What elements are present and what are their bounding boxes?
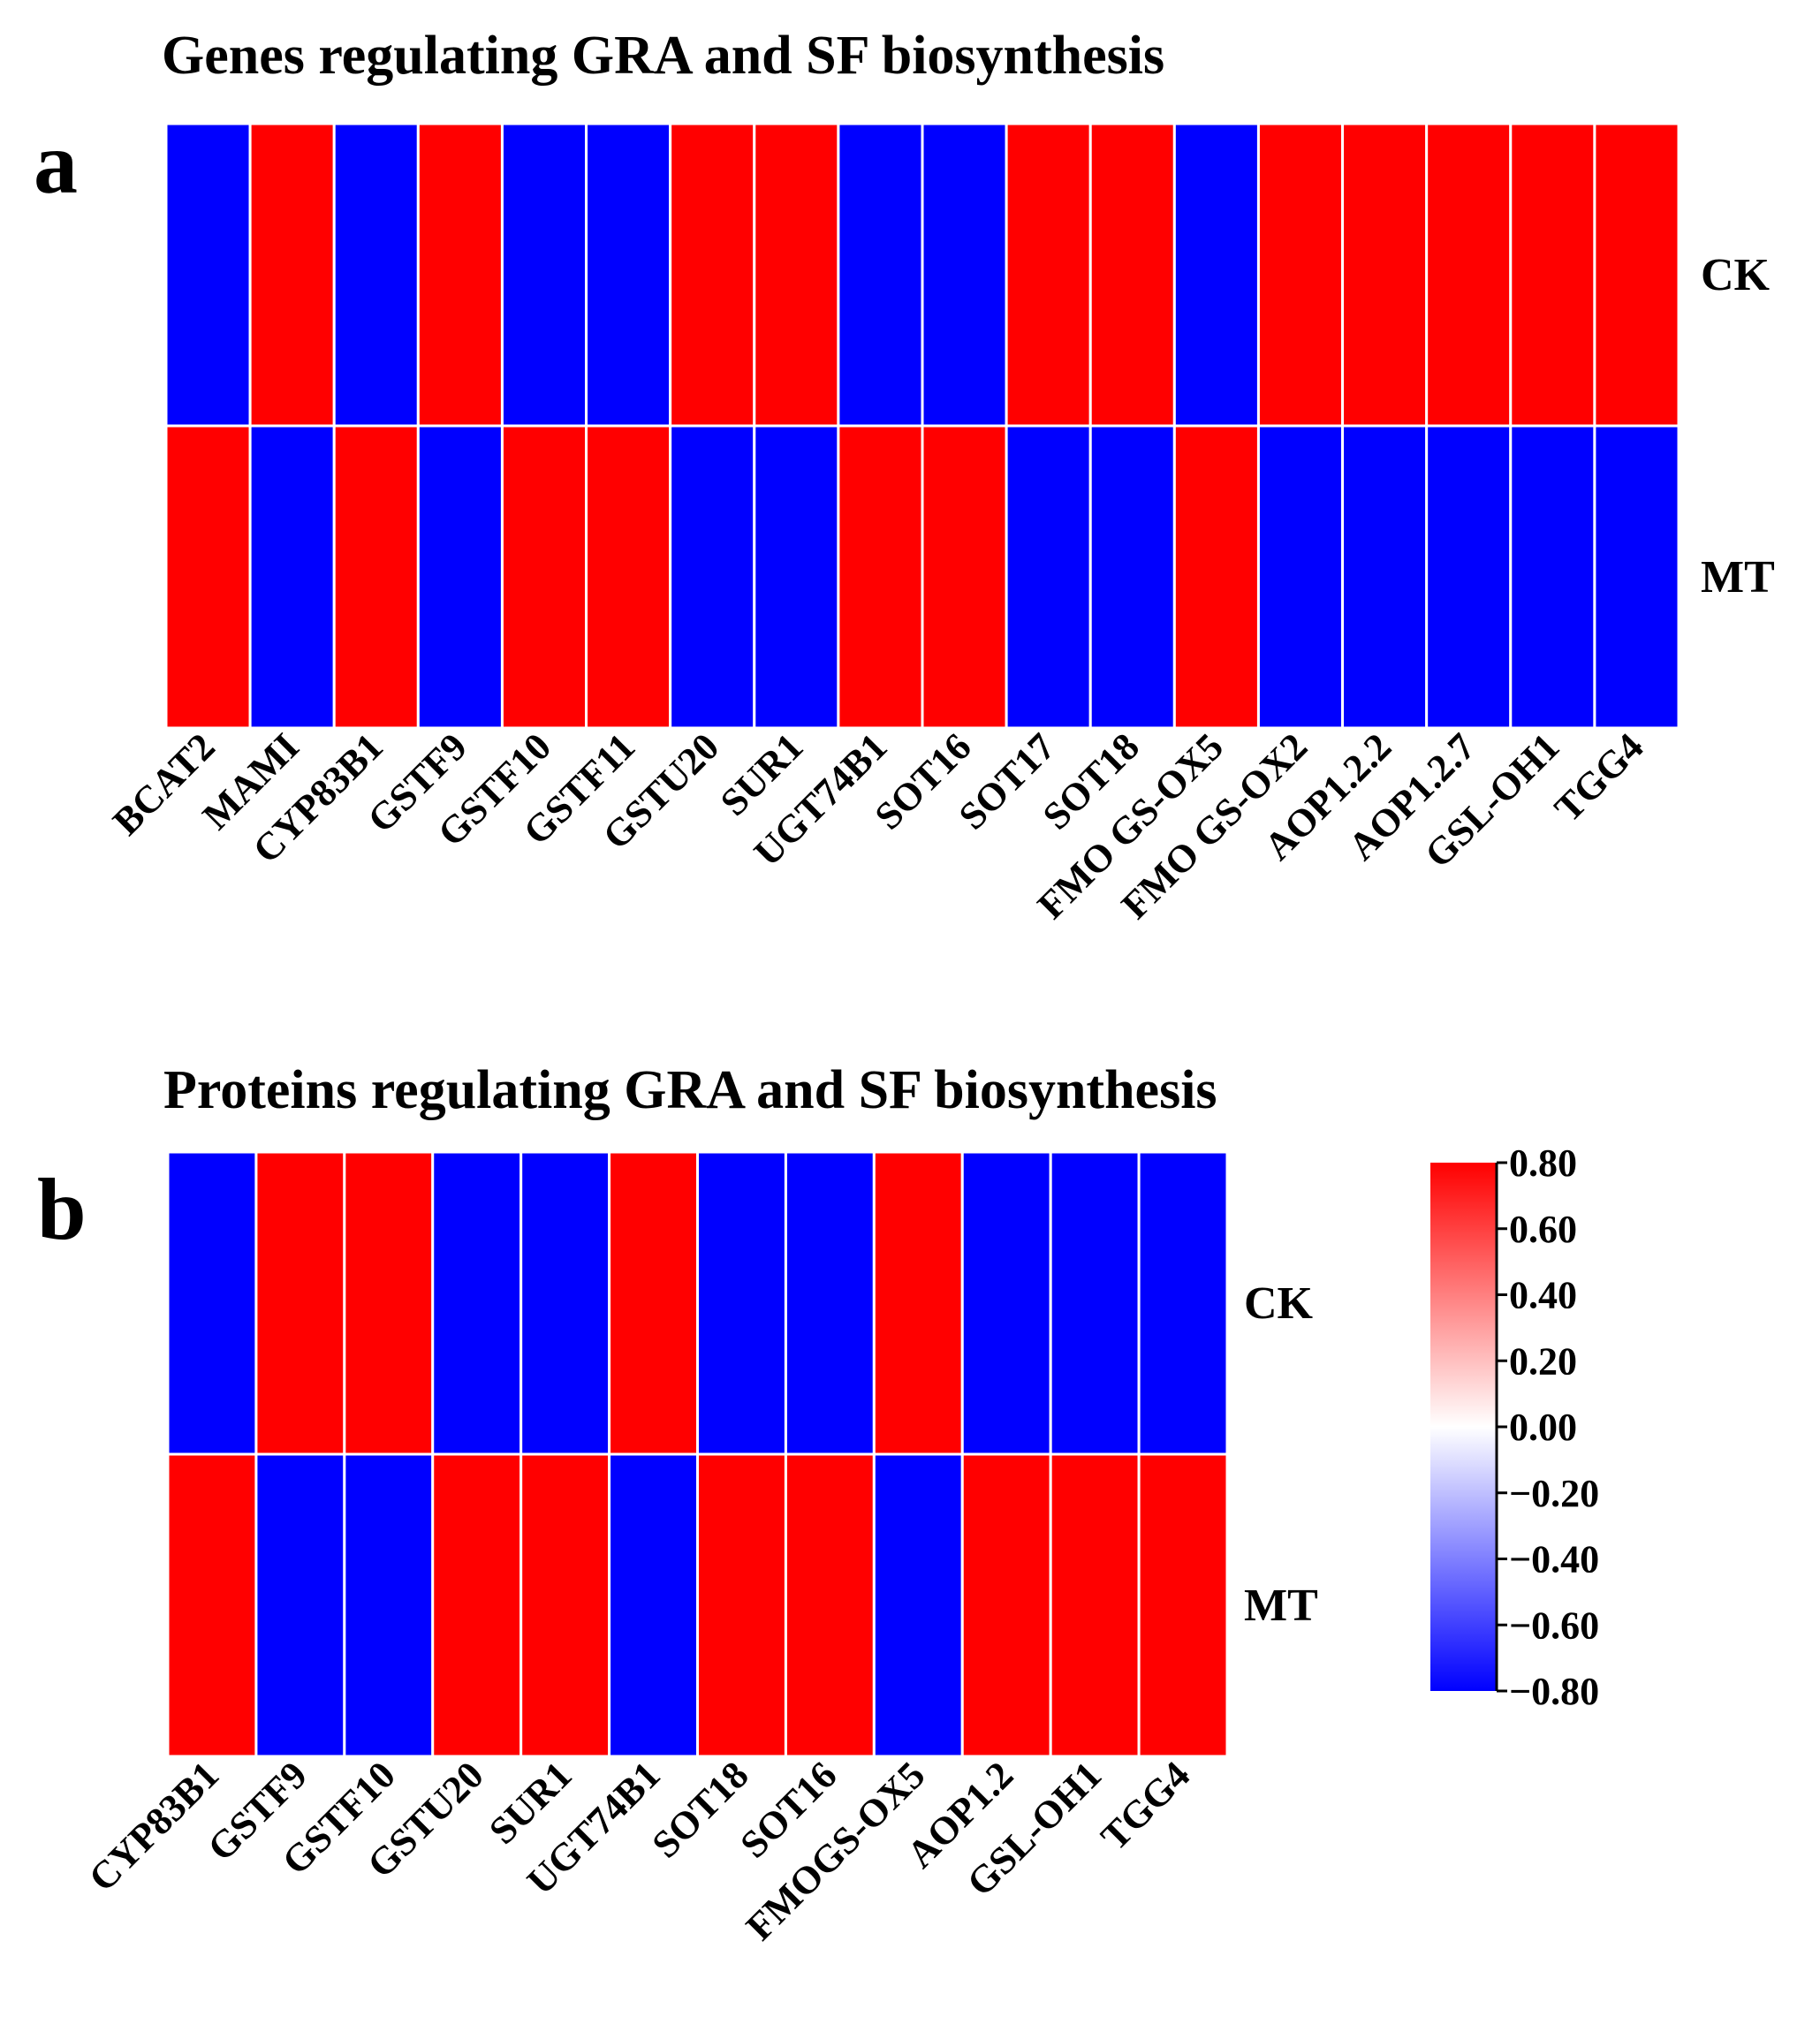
heatmap-cell [416, 424, 504, 730]
heatmap-cell [585, 122, 672, 428]
heatmap-cell [1425, 122, 1513, 428]
heatmap-cell [784, 1452, 876, 1758]
heatmap-cell [332, 122, 420, 428]
row-label: MT [1701, 552, 1775, 603]
colorbar-tick-label: −0.20 [1509, 1472, 1599, 1515]
heatmap-cell [1509, 424, 1596, 730]
panel-b-letter: b [37, 1160, 87, 1258]
panel-b-column-labels: CYP83B1GSTF9GSTF10GSTU20SUR1UGT74B1SOT18… [80, 1753, 1198, 1948]
heatmap-cell [960, 1150, 1052, 1456]
heatmap-cell [431, 1150, 523, 1456]
row-label: CK [1244, 1278, 1314, 1329]
colorbar-tick-label: 0.60 [1509, 1208, 1577, 1251]
panel-b-title: Proteins regulating GRA and SF biosynthe… [163, 1060, 1217, 1120]
heatmap-cell [1172, 424, 1260, 730]
heatmap-cell [164, 122, 252, 428]
heatmap-cell [921, 122, 1008, 428]
heatmap-cell [872, 1452, 964, 1758]
heatmap-cell [1425, 424, 1513, 730]
colorbar-tick-label: −0.40 [1509, 1538, 1599, 1581]
heatmap-cell [753, 424, 840, 730]
heatmap-cell [431, 1452, 523, 1758]
heatmap-cell [1005, 122, 1092, 428]
heatmap-cell [1005, 424, 1092, 730]
heatmap-cell [837, 424, 924, 730]
heatmap-cell [248, 122, 336, 428]
heatmap-cell [1088, 122, 1176, 428]
colorbar-tick-label: 0.80 [1509, 1141, 1577, 1185]
column-label: TGG4 [1546, 724, 1651, 830]
heatmap-cell [753, 122, 840, 428]
heatmap-cell [1341, 122, 1429, 428]
colorbar-tick-label: 0.20 [1509, 1339, 1577, 1383]
heatmap-cell [1137, 1150, 1229, 1456]
panel-b-row-labels: CK MT [1244, 1278, 1318, 1631]
colorbar-tick-label: −0.80 [1509, 1670, 1599, 1713]
heatmap-cell [500, 424, 588, 730]
heatmap-cell [1593, 424, 1680, 730]
heatmap-cell [1137, 1452, 1229, 1758]
heatmap-cell [1088, 424, 1176, 730]
heatmap-cell [166, 1452, 258, 1758]
heatmap-cell [1049, 1452, 1141, 1758]
panel-a-row-labels: CK MT [1701, 250, 1775, 603]
heatmap-cell [1593, 122, 1680, 428]
column-label: TGG4 [1093, 1753, 1198, 1858]
heatmap-cell [343, 1150, 435, 1456]
panel-a-letter: a [34, 114, 78, 212]
row-label: CK [1701, 250, 1771, 300]
heatmap-cell [696, 1150, 787, 1456]
panel-b-grid [166, 1150, 1229, 1758]
heatmap-cell [1172, 122, 1260, 428]
column-label: SOT16 [867, 724, 980, 838]
heatmap-cell [1256, 122, 1345, 428]
panel-a-title: Genes regulating GRA and SF biosynthesis [162, 26, 1164, 86]
heatmap-cell [921, 424, 1008, 730]
heatmap-cell [519, 1150, 611, 1456]
panel-a-heatmap: a Genes regulating GRA and SF biosynthes… [34, 26, 1775, 928]
heatmap-cell [1341, 424, 1429, 730]
heatmap-cell [837, 122, 924, 428]
panel-b-heatmap: b Proteins regulating GRA and SF biosynt… [37, 1060, 1318, 1949]
heatmap-cell [608, 1150, 700, 1456]
heatmap-cell [872, 1150, 964, 1456]
heatmap-cell [519, 1452, 611, 1758]
heatmap-cell [669, 122, 756, 428]
colorbar-ticks: 0.80 0.60 0.40 0.20 0.00 −0.20 −0.40 −0.60 −0.80 [1497, 1141, 1599, 1713]
column-label: CYP83B1 [80, 1753, 227, 1899]
panel-a-grid [164, 122, 1680, 730]
heatmap-cell [696, 1452, 787, 1758]
colorbar-tick-label: −0.60 [1509, 1604, 1599, 1647]
heatmap-cell [332, 424, 420, 730]
heatmap-cell [254, 1150, 346, 1456]
heatmap-cell [248, 424, 336, 730]
heatmap-cell [500, 122, 588, 428]
heatmap-cell [784, 1150, 876, 1456]
row-label: MT [1244, 1581, 1318, 1631]
colorbar-gradient [1430, 1163, 1497, 1691]
colorbar-tick-label: 0.40 [1509, 1274, 1577, 1317]
heatmap-cell [416, 122, 504, 428]
colorbar-tick-label: 0.00 [1509, 1406, 1577, 1449]
heatmap-cell [960, 1452, 1052, 1758]
colorbar: 0.80 0.60 0.40 0.20 0.00 −0.20 −0.40 −0.60 −0.80 [1430, 1141, 1599, 1713]
heatmap-cell [166, 1150, 258, 1456]
heatmap-cell [1049, 1150, 1141, 1456]
heatmap-cell [343, 1452, 435, 1758]
column-label: SOT18 [644, 1753, 757, 1866]
heatmap-cell [164, 424, 252, 730]
heatmap-cell [669, 424, 756, 730]
heatmap-cell [585, 424, 672, 730]
column-label: SOT17 [951, 724, 1064, 838]
panel-a-column-labels: BCAT2MAMICYP83B1GSTF9GSTF10GSTF11GSTU20S… [104, 724, 1651, 927]
column-label: BCAT2 [104, 724, 223, 843]
heatmap-cell [608, 1452, 700, 1758]
heatmap-cell [1509, 122, 1596, 428]
heatmap-cell [1256, 424, 1345, 730]
heatmap-cell [254, 1452, 346, 1758]
